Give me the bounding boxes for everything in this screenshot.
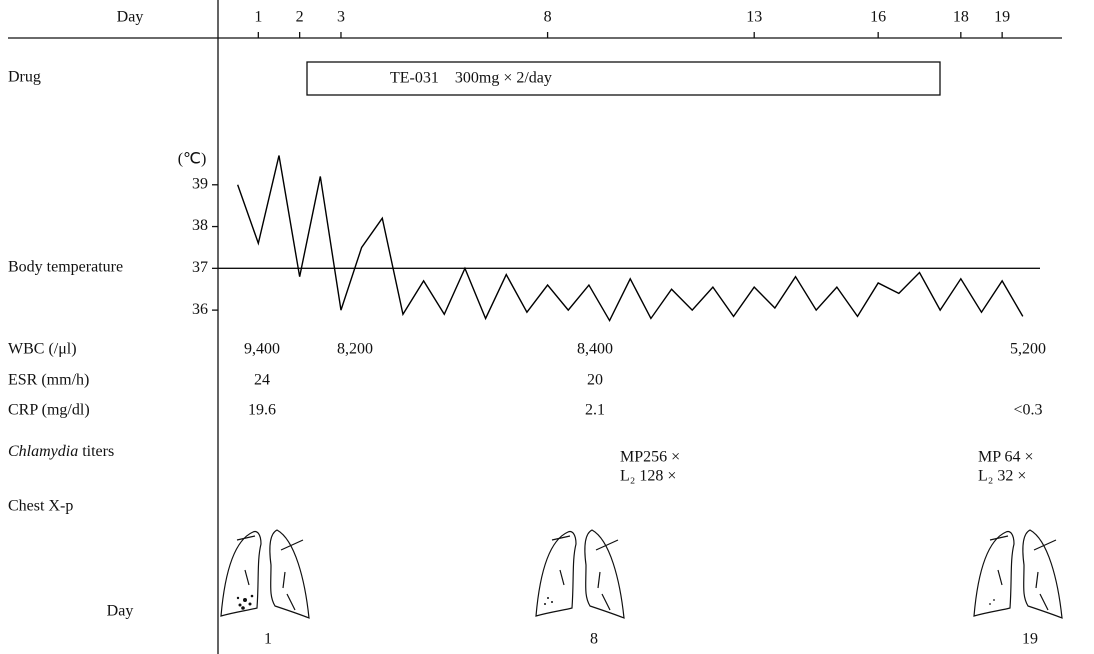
lab-value: 19.6 — [248, 402, 276, 419]
y-tick-label: 38 — [192, 217, 208, 234]
page: Day (℃) Body temperature Drug TE-031 300… — [0, 0, 1094, 654]
titer: L₂ 128 × — [620, 468, 676, 485]
row-label: CRP (mg/dl) — [8, 402, 90, 419]
figure: Day (℃) Body temperature Drug TE-031 300… — [0, 0, 1094, 654]
x-axis-label: Day — [117, 9, 144, 26]
y-tick-label: 39 — [192, 175, 208, 192]
xray-lungs — [536, 530, 624, 618]
infiltrate — [237, 595, 995, 610]
x-tick-label: 18 — [953, 9, 969, 26]
series-label: Body temperature — [8, 259, 123, 276]
lab-value: 24 — [254, 372, 270, 389]
xray-day: 1 — [264, 631, 272, 648]
row-label: ESR (mm/h) — [8, 372, 89, 389]
x-tick-label: 19 — [994, 9, 1010, 26]
suffix: titers — [82, 443, 114, 460]
row-label: Day — [107, 603, 134, 620]
xray-lungs — [221, 530, 309, 618]
xray-lungs — [974, 530, 1062, 618]
titer: MP256 × — [620, 449, 680, 466]
x-tick-label: 2 — [296, 9, 304, 26]
lab-value: 8,400 — [577, 341, 613, 358]
lab-value: 8,200 — [337, 341, 373, 358]
drug-text: TE-031 300mg × 2/day — [390, 70, 552, 87]
y-tick-label: 36 — [192, 301, 208, 318]
x-tick-label: 13 — [746, 9, 762, 26]
y-axis-label: (℃) — [178, 151, 207, 168]
row-label: WBC (/μl) — [8, 341, 77, 358]
x-tick-label: 3 — [337, 9, 345, 26]
titer: MP 64 × — [978, 449, 1034, 466]
y-tick-label: 37 — [192, 259, 208, 276]
titer: L₂ 32 × — [978, 468, 1026, 485]
xray-day: 8 — [590, 631, 598, 648]
temperature-line — [238, 156, 1023, 321]
lab-value: 5,200 — [1010, 341, 1046, 358]
x-tick-label: 8 — [544, 9, 552, 26]
lab-value: 9,400 — [244, 341, 280, 358]
lab-value: 20 — [587, 372, 603, 389]
x-tick-label: 16 — [870, 9, 886, 26]
lab-value: <0.3 — [1013, 402, 1042, 419]
x-tick-label: 1 — [254, 9, 262, 26]
row-label: Chest X-p — [8, 498, 73, 515]
xray-day: 19 — [1022, 631, 1038, 648]
row-label: Chlamydia titers — [8, 443, 114, 460]
organism: Chlamydia — [8, 443, 78, 460]
lab-value: 2.1 — [585, 402, 605, 419]
row-label: Drug — [8, 69, 41, 86]
